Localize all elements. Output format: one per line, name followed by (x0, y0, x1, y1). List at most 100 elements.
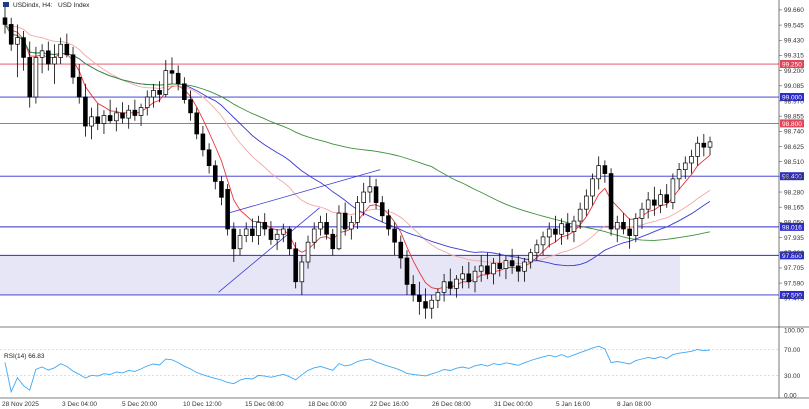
x-tick-label: 18 Dec 00:00 (308, 401, 347, 408)
candle-body (441, 281, 447, 293)
candle-body (101, 115, 107, 124)
candle-body (553, 228, 558, 235)
trend-line (228, 169, 381, 214)
candle-body (206, 149, 212, 166)
symbol-label: USDindx, H4: (13, 2, 53, 9)
candle-body (658, 194, 663, 206)
candle-body (404, 257, 410, 285)
candle-body (39, 50, 45, 58)
candle-body (466, 273, 472, 283)
candle-body (571, 220, 577, 232)
x-tick-label: 22 Dec 16:00 (370, 401, 409, 408)
symbol-icon (3, 2, 9, 7)
candle-body (46, 50, 51, 65)
candle-body (497, 262, 503, 269)
candle-body (194, 112, 199, 135)
y-tick-label: 98.855 (784, 113, 804, 120)
x-tick-label: 10 Dec 12:00 (183, 401, 222, 408)
candle-body (652, 199, 657, 206)
level-tag (780, 93, 804, 102)
candle-body (534, 244, 540, 254)
x-tick-label: 26 Dec 08:00 (432, 401, 471, 408)
rsi-label: RSI(14) 66.83 (4, 353, 45, 360)
x-tick-label: 31 Dec 00:00 (494, 401, 533, 408)
candle-body (157, 90, 162, 95)
candle-body (676, 169, 682, 180)
y-tick-label: 97.590 (784, 280, 804, 287)
rsi-tick-label: 30.00 (784, 373, 801, 380)
candle-body (311, 228, 317, 243)
candle-body (460, 273, 465, 280)
candle-body (429, 299, 435, 309)
candle-body (485, 265, 490, 275)
candle-body (324, 222, 329, 235)
candle-body (169, 70, 175, 74)
candle-body (516, 265, 521, 272)
candle-body (293, 248, 298, 283)
y-tick-label: 98.970 (784, 98, 804, 105)
symbol-description: USD Index (58, 2, 90, 9)
candles-layer (2, 2, 713, 319)
y-tick-label: 99.430 (784, 38, 804, 45)
candle-body (8, 24, 14, 45)
candle-body (262, 222, 268, 230)
level-tag-label: 97.500 (782, 292, 802, 299)
candle-body (64, 43, 70, 56)
candle-body (212, 165, 218, 182)
x-tick-label: 28 Nov 2025 (2, 401, 39, 408)
candle-body (126, 109, 131, 119)
level-tag (780, 119, 804, 128)
candle-body (120, 112, 125, 119)
y-tick-label: 98.510 (784, 159, 804, 166)
candle-body (546, 228, 552, 238)
candle-body (472, 270, 478, 283)
candle-body (144, 96, 150, 108)
candle-body (540, 236, 546, 246)
candle-body (454, 278, 459, 289)
candle-body (305, 241, 311, 263)
y-tick-label: 99.200 (784, 68, 804, 75)
candle-body (528, 252, 533, 263)
y-tick-label: 99.085 (784, 83, 804, 90)
level-tag (780, 251, 804, 260)
y-tick-label: 99.545 (784, 22, 804, 29)
level-tag-label: 99.000 (782, 95, 802, 102)
candle-body (219, 181, 224, 198)
candle-body (435, 291, 441, 301)
candle-body (89, 116, 94, 127)
level-tag-label: 98.400 (782, 174, 802, 181)
candle-body (188, 99, 193, 114)
candle-body (70, 54, 76, 78)
candle-body (299, 261, 305, 283)
candle-body (491, 262, 496, 275)
rsi-line (4, 345, 711, 394)
candle-body (621, 222, 626, 230)
candle-body (163, 70, 169, 95)
candle-body (83, 96, 88, 127)
candle-body (182, 83, 187, 101)
candle-body (584, 195, 589, 210)
candle-body (33, 57, 39, 98)
candle-body (627, 228, 632, 236)
candle-body (577, 208, 583, 222)
x-tick-label: 3 Dec 04:00 (62, 401, 97, 408)
candle-body (107, 115, 113, 122)
x-tick-label: 5 Jan 16:00 (556, 401, 590, 408)
candle-body (175, 72, 181, 85)
candle-body (200, 133, 206, 151)
y-tick-label: 98.165 (784, 205, 804, 212)
x-tick-label: 5 Dec 20:00 (122, 401, 157, 408)
y-tick-label: 98.740 (784, 129, 804, 136)
candle-body (243, 228, 249, 236)
level-tag (780, 290, 804, 299)
candle-body (2, 17, 8, 25)
candle-body (559, 223, 564, 235)
candle-body (522, 261, 527, 272)
rsi-tick-label: 0.00 (784, 392, 797, 399)
candle-body (565, 223, 571, 232)
candle-body (15, 37, 20, 45)
candle-body (132, 109, 138, 116)
candle-body (447, 281, 453, 289)
candle-body (682, 162, 688, 170)
candle-body (231, 228, 237, 250)
